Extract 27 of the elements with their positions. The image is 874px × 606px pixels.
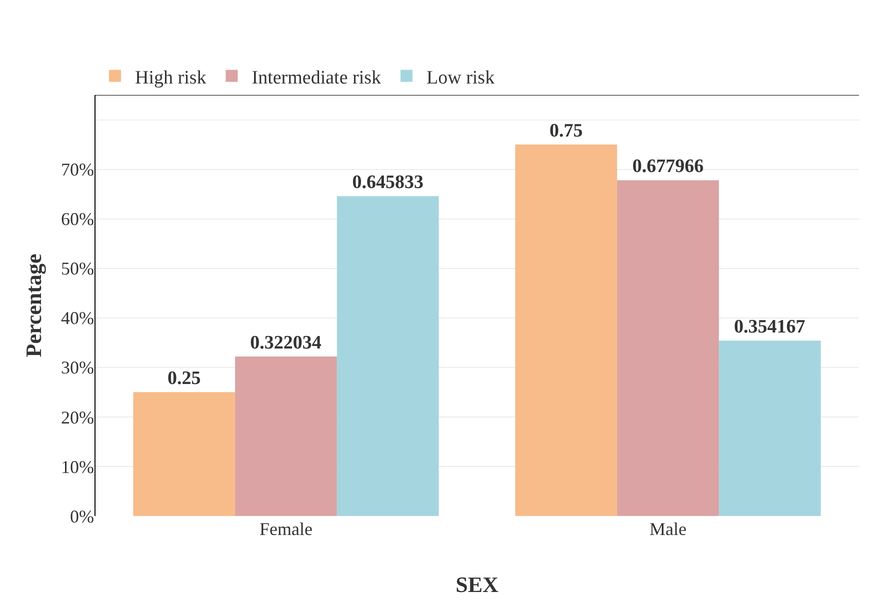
y-tick-label: 0% [70, 506, 94, 526]
data-label: 0.677966 [632, 156, 704, 178]
x-tick-label: Female [260, 519, 312, 539]
bar [235, 356, 337, 516]
bar [617, 180, 719, 516]
y-tick-label: 60% [61, 209, 94, 230]
y-axis-title: Percentage [21, 254, 46, 358]
y-tick-label: 20% [61, 407, 94, 428]
y-tick-label: 10% [61, 456, 94, 477]
bar [515, 144, 618, 516]
y-tick-label: 40% [61, 308, 94, 328]
x-axis-title: SEX [456, 572, 499, 597]
data-label: 0.645833 [352, 172, 424, 194]
data-label: 0.322034 [250, 332, 322, 354]
y-tick-label: 70% [61, 160, 94, 180]
bar [133, 392, 236, 516]
bar [718, 340, 821, 516]
y-tick-label: 50% [61, 258, 94, 279]
bar [336, 196, 439, 516]
y-tick-label: 30% [61, 358, 94, 378]
data-label: 0.25 [168, 368, 201, 390]
data-label: 0.354167 [734, 316, 806, 338]
legend-label: Intermediate risk [252, 67, 382, 88]
x-tick-label: Male [650, 519, 687, 539]
legend-label: Low risk [426, 67, 496, 88]
legend-label: High risk [135, 67, 207, 88]
data-label: 0.75 [550, 120, 583, 142]
